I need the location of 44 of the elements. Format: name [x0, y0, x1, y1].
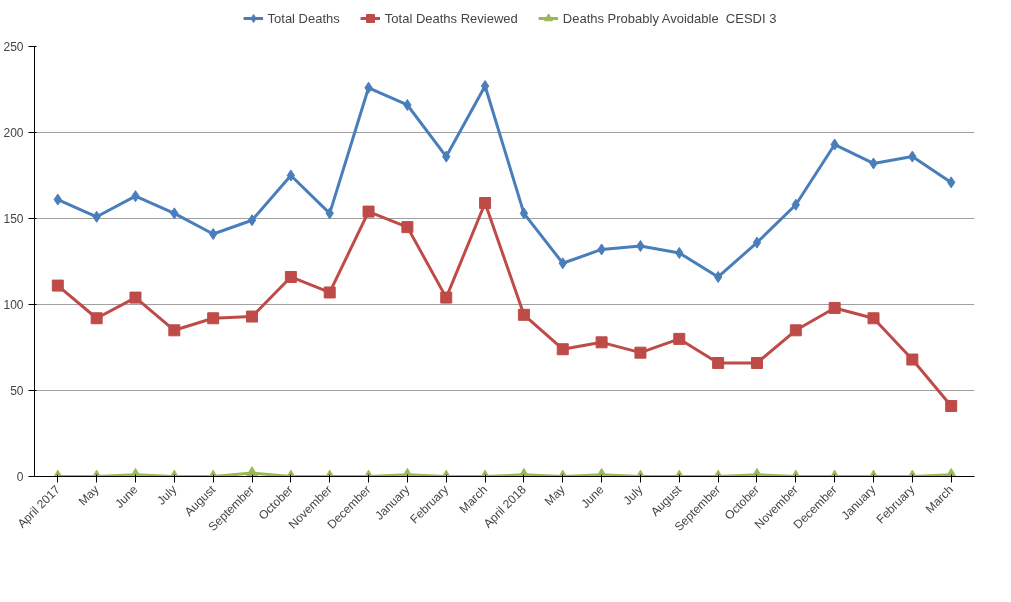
point: [168, 324, 181, 337]
point: [284, 270, 297, 283]
y-tick-label: 150: [3, 212, 24, 226]
point: [789, 324, 802, 337]
point: [247, 214, 257, 227]
y-tick-label: 200: [3, 126, 24, 140]
point: [634, 346, 647, 359]
point: [440, 291, 453, 304]
point: [867, 312, 880, 325]
point: [246, 310, 259, 323]
point: [479, 197, 492, 210]
y-tick-label: 0: [16, 470, 24, 484]
point: [286, 169, 296, 182]
point: [828, 301, 841, 314]
point: [517, 308, 530, 321]
point: [906, 353, 919, 366]
point: [595, 336, 608, 349]
point: [246, 466, 259, 477]
x-tick-label: May: [541, 482, 568, 509]
point: [362, 205, 375, 218]
point: [673, 332, 686, 345]
point: [752, 236, 762, 249]
y-tick-label: 250: [3, 40, 24, 54]
y-tick-label: 50: [10, 384, 24, 398]
legend-label: Total Deaths Reviewed: [384, 10, 518, 26]
y-tick-label: 100: [3, 298, 24, 312]
point: [480, 80, 490, 93]
legend-label: Total Deaths: [267, 10, 340, 26]
x-tick-label: July: [620, 482, 646, 508]
x-tick-label: May: [75, 482, 102, 509]
point: [713, 270, 723, 283]
point: [401, 221, 414, 234]
point: [556, 343, 569, 356]
point: [945, 399, 958, 412]
point: [129, 291, 142, 304]
point: [207, 312, 220, 325]
point: [712, 356, 725, 369]
legend-label: Deaths Probably Avoidable CESDI 3: [562, 10, 777, 26]
point: [51, 279, 64, 292]
point: [90, 312, 103, 325]
point: [519, 207, 529, 220]
point: [750, 356, 763, 369]
x-tick-label: July: [154, 482, 180, 508]
point: [323, 286, 336, 299]
